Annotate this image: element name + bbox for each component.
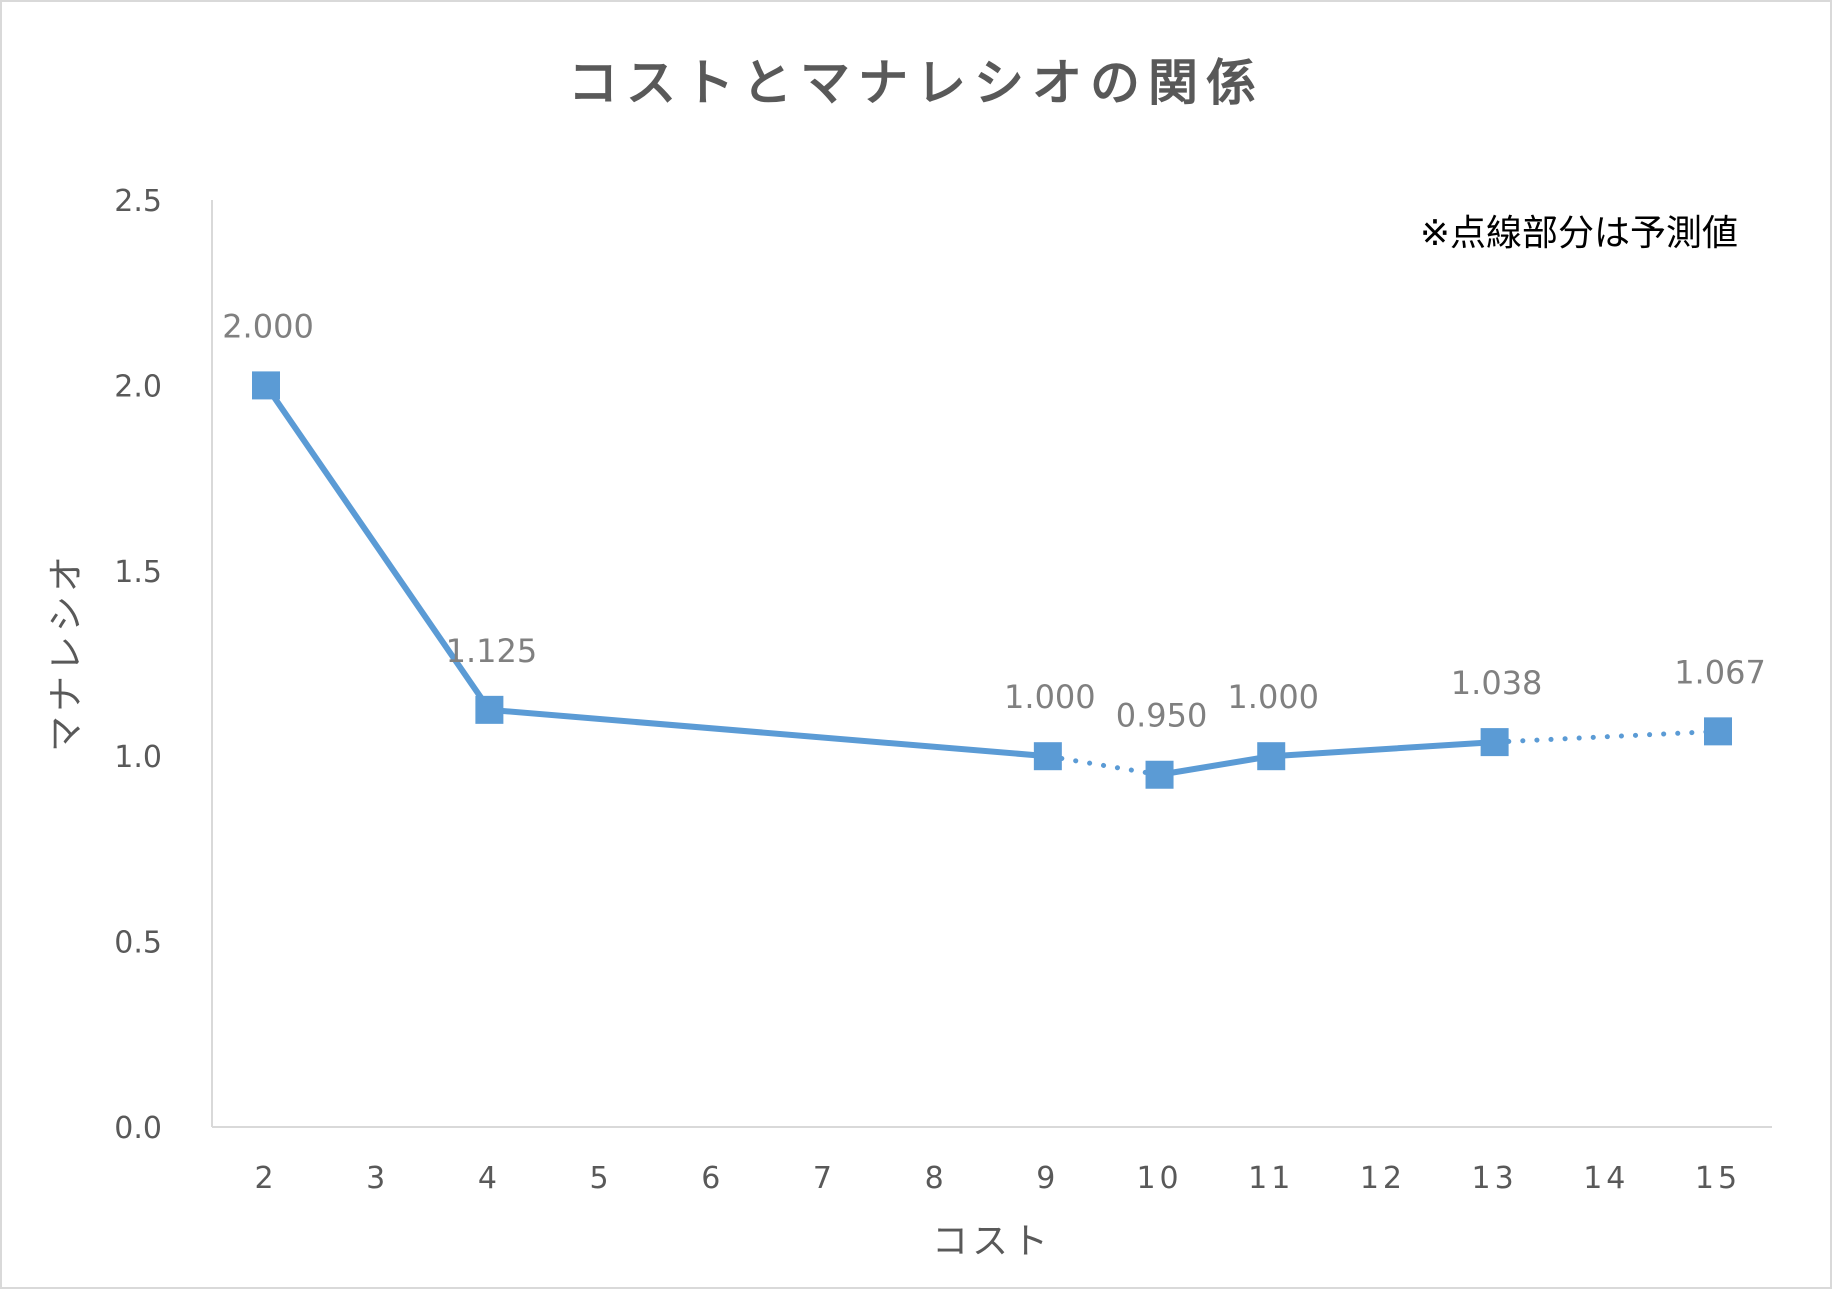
data-point-marker bbox=[252, 371, 280, 400]
data-point-marker bbox=[1480, 728, 1509, 757]
data-label: 1.038 bbox=[1451, 664, 1543, 702]
y-tick-label: 1.0 bbox=[114, 740, 162, 775]
data-point-marker bbox=[1033, 742, 1062, 771]
data-point-marker bbox=[475, 695, 504, 724]
x-tick-label: 14 bbox=[1583, 1161, 1629, 1196]
chart-annotation: ※点線部分は予測値 bbox=[1420, 213, 1738, 254]
y-tick-label: 0.5 bbox=[114, 926, 162, 961]
data-label: 1.000 bbox=[1227, 678, 1319, 716]
data-label: 1.125 bbox=[446, 632, 538, 670]
x-tick-label: 10 bbox=[1136, 1161, 1182, 1196]
x-tick-label: 3 bbox=[366, 1161, 389, 1196]
y-axis-title: マナレシオ bbox=[46, 552, 87, 752]
x-tick-label: 12 bbox=[1360, 1161, 1406, 1196]
series-segment-predicted bbox=[1492, 728, 1721, 745]
series-lines bbox=[263, 382, 1721, 778]
y-tick-label: 0.0 bbox=[114, 1111, 162, 1146]
data-label: 1.000 bbox=[1004, 678, 1096, 716]
data-point-marker bbox=[1704, 717, 1732, 746]
data-point-marker bbox=[1257, 742, 1286, 771]
chart-title: コストとマナレシオの関係 bbox=[568, 54, 1264, 112]
x-tick-label: 6 bbox=[701, 1161, 724, 1196]
x-tick-label: 11 bbox=[1248, 1161, 1294, 1196]
series-segment-predicted bbox=[1045, 753, 1163, 778]
y-axis-ticks: 0.0 0.5 1.0 1.5 2.0 2.5 bbox=[114, 184, 162, 1146]
series-segment bbox=[486, 706, 1051, 760]
x-tick-label: 5 bbox=[590, 1161, 613, 1196]
data-label: 0.950 bbox=[1116, 697, 1208, 735]
data-label: 2.000 bbox=[222, 307, 314, 345]
series-segment bbox=[1156, 753, 1275, 778]
x-tick-label: 8 bbox=[925, 1161, 948, 1196]
y-tick-label: 1.5 bbox=[114, 555, 162, 590]
series-markers bbox=[252, 371, 1732, 789]
x-tick-label: 4 bbox=[478, 1161, 501, 1196]
data-point-marker bbox=[1145, 760, 1174, 789]
series-segment bbox=[1268, 739, 1498, 760]
x-tick-label: 7 bbox=[813, 1161, 836, 1196]
x-axis-ticks: 2 3 4 5 6 7 8 9 10 11 12 13 14 15 bbox=[254, 1161, 1741, 1196]
x-axis-title: コスト bbox=[932, 1221, 1052, 1262]
y-tick-label: 2.0 bbox=[114, 369, 162, 404]
x-tick-label: 15 bbox=[1695, 1161, 1741, 1196]
data-label: 1.067 bbox=[1674, 653, 1766, 691]
x-tick-label: 2 bbox=[254, 1161, 277, 1196]
y-tick-label: 2.5 bbox=[114, 184, 162, 219]
x-tick-label: 9 bbox=[1036, 1161, 1059, 1196]
x-tick-label: 13 bbox=[1472, 1161, 1518, 1196]
series-segment bbox=[263, 382, 493, 713]
data-labels: 2.000 1.125 1.000 0.950 1.000 1.038 1.067 bbox=[222, 307, 1766, 734]
